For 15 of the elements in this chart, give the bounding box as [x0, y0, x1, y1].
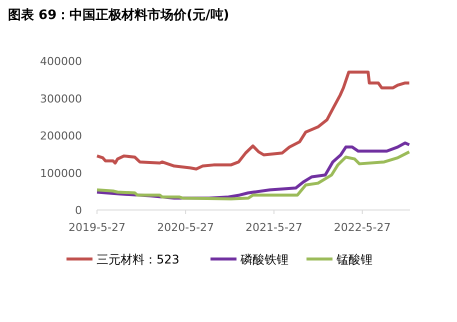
legend-label: 三元材料：523 [96, 252, 180, 266]
x-tick-label: 2022-5-27 [334, 221, 391, 234]
legend-label: 锰酸锂 [336, 252, 372, 266]
y-tick-label: 0 [75, 204, 82, 217]
chart-title: 图表 69：中国正极材料市场价(元/吨) [8, 7, 230, 23]
x-tick-label: 2020-5-27 [157, 221, 214, 234]
x-tick-label: 2019-5-27 [68, 221, 126, 234]
x-tick-label: 2021-5-27 [245, 221, 302, 234]
line-series [96, 150, 411, 200]
line-series [96, 70, 411, 171]
y-tick-label: 200000 [40, 130, 82, 142]
y-tick-label: 300000 [40, 92, 82, 106]
y-tick-label: 400000 [40, 55, 82, 68]
legend-label: 磷酸铁锂 [240, 252, 288, 266]
y-tick-label: 100000 [40, 166, 82, 180]
